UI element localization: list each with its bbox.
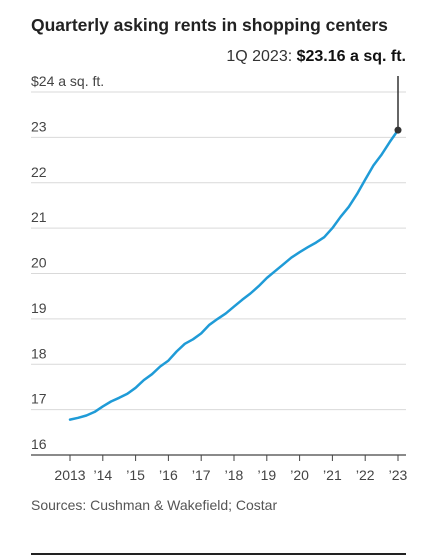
annotation-label: 1Q 2023: xyxy=(226,48,293,65)
x-tick-label: ’14 xyxy=(93,467,112,483)
x-tick-label: ’18 xyxy=(225,467,244,483)
bottom-divider xyxy=(31,553,406,555)
y-tick-label: 16 xyxy=(31,436,47,452)
y-tick-label: 20 xyxy=(31,255,47,271)
y-tick-label: 18 xyxy=(31,345,47,361)
y-tick-label: $24 a sq. ft. xyxy=(31,73,104,89)
x-tick-label: ’15 xyxy=(126,467,145,483)
y-tick-label: 23 xyxy=(31,118,47,134)
x-tick-label: 2013 xyxy=(54,467,85,483)
series-layer xyxy=(68,76,402,421)
latest-point-marker xyxy=(394,126,402,134)
gridlines xyxy=(31,91,406,456)
annotation-value: $23.16 a sq. ft. xyxy=(296,48,406,65)
y-tick-label: 17 xyxy=(31,391,47,407)
x-tick-label: ’17 xyxy=(192,467,211,483)
x-tick-label: ’20 xyxy=(290,467,309,483)
y-tick-label: 21 xyxy=(31,209,47,225)
x-tick-label: ’19 xyxy=(257,467,276,483)
x-tick-label: ’16 xyxy=(159,467,178,483)
y-tick-label: 19 xyxy=(31,300,47,316)
x-axis: 2013 ’14 ’15 ’16 ’17 ’18 ’19 ’20 ’21 ’22 ’23 xyxy=(54,455,408,483)
x-tick-label: ’23 xyxy=(389,467,408,483)
latest-value-annotation: 1Q 2023: $23.16 a sq. ft. xyxy=(226,48,406,66)
x-tick-label: ’21 xyxy=(323,467,342,483)
source-note: Sources: Cushman & Wakefield; Costar xyxy=(31,497,278,513)
rent-line xyxy=(68,128,400,421)
chart-title: Quarterly asking rents in shopping cente… xyxy=(31,15,388,35)
x-tick-label: ’22 xyxy=(356,467,375,483)
y-axis-labels: 16 17 18 19 20 21 22 23 $24 a sq. ft. xyxy=(31,73,104,452)
y-tick-label: 22 xyxy=(31,164,47,180)
